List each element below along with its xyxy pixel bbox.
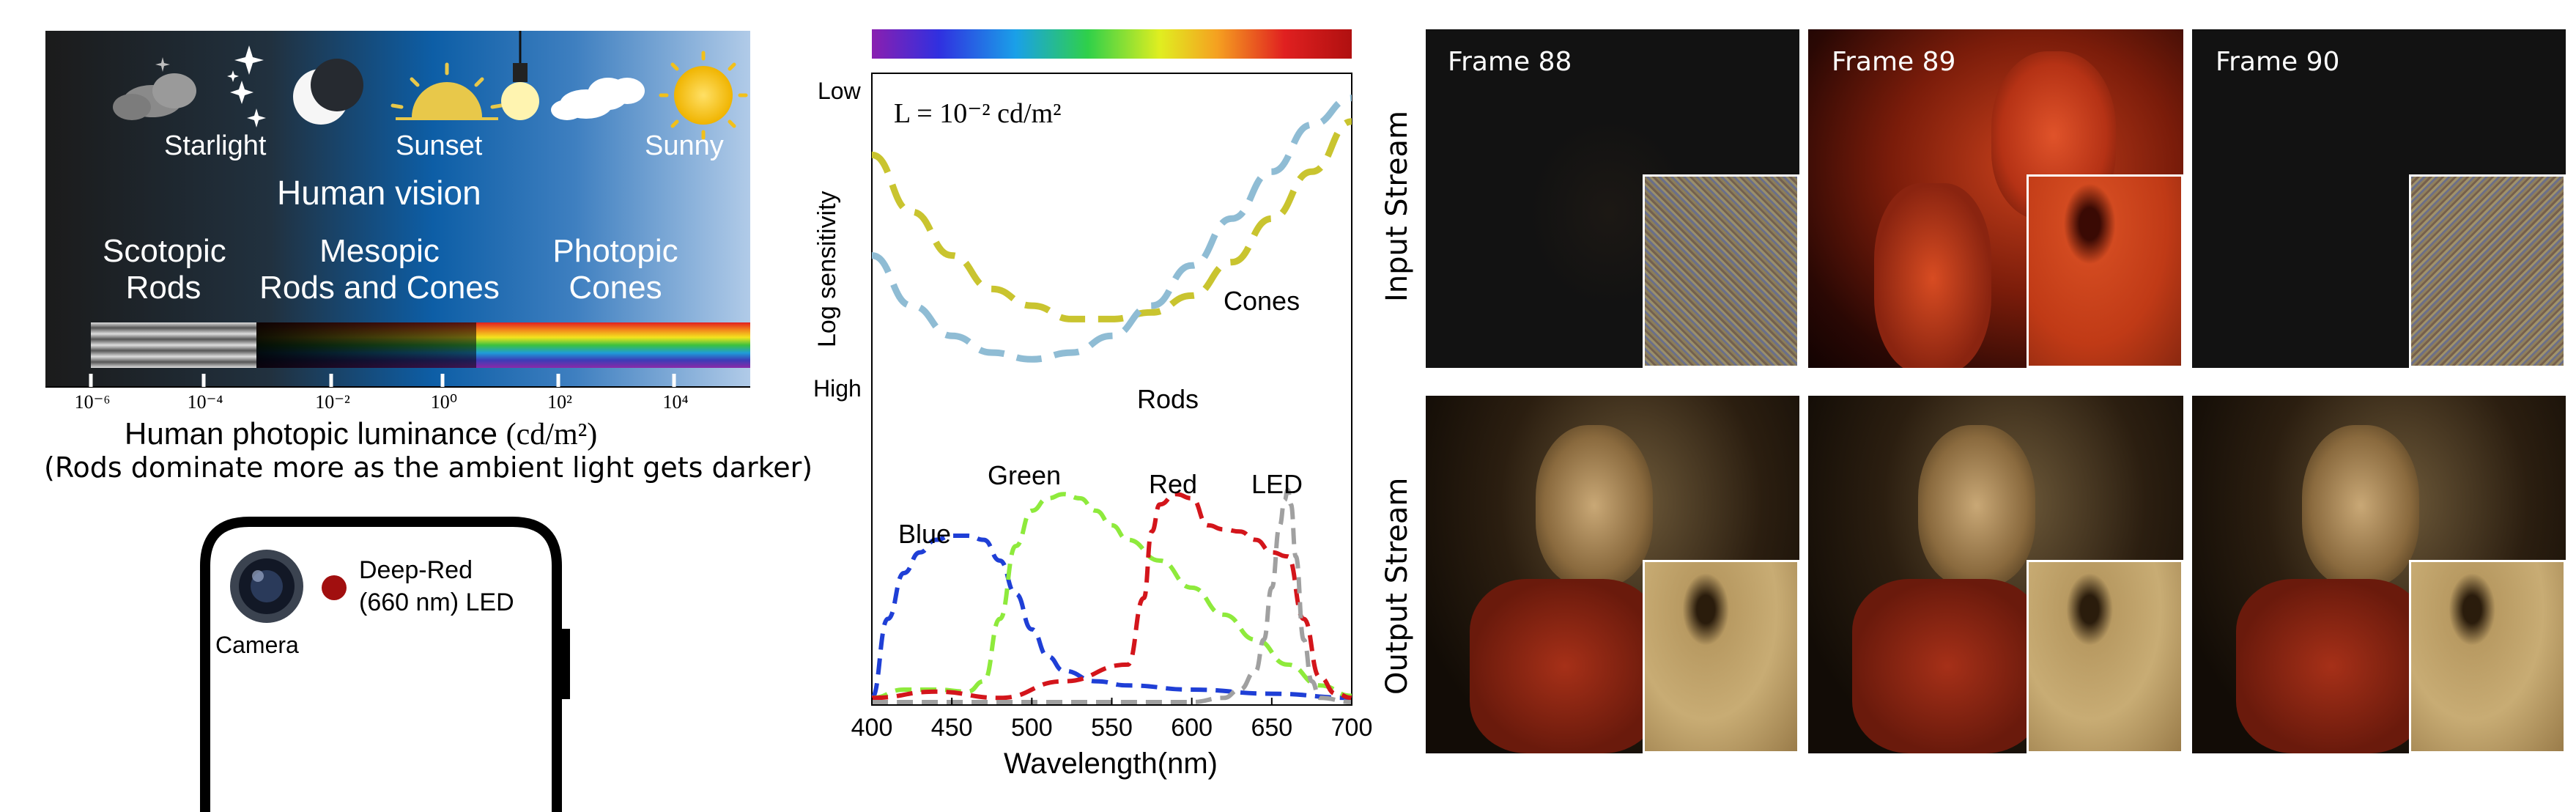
frame-89-label: Frame 89	[1832, 47, 1956, 77]
curve-blue	[870, 534, 1352, 701]
y-tick-low: Low	[818, 78, 861, 104]
tick-label: 10²	[547, 391, 572, 413]
face-shape	[1536, 425, 1653, 586]
curve-cones	[871, 118, 1352, 322]
wavelength-color-bar	[872, 29, 1352, 59]
human-vision-title: Human vision	[277, 174, 481, 212]
x-tick-label: 700	[1331, 714, 1373, 742]
sunny-label: Sunny	[645, 130, 724, 161]
led-icon	[322, 575, 347, 600]
eye-inset	[2027, 560, 2183, 753]
input-frame-88	[1426, 29, 1799, 368]
axis-label-text: Human photopic luminance	[125, 416, 497, 451]
led-label-line2: (660 nm) LED	[359, 588, 514, 616]
mesopic-name: Mesopic	[319, 233, 440, 269]
tick-label: 10⁴	[662, 391, 689, 413]
curve-rods	[871, 95, 1352, 363]
hand-shape	[1874, 183, 1991, 368]
green-label: Green	[988, 460, 1062, 490]
dark-cloud-icon	[113, 73, 196, 120]
tick-label: 10⁻⁴	[187, 391, 223, 413]
curve-green	[871, 492, 1352, 701]
rods-label: Rods	[1137, 384, 1199, 414]
output-stream-label: Output Stream	[1380, 477, 1414, 695]
eye-inset	[2027, 174, 2183, 368]
photopic-name: Photopic	[552, 233, 678, 269]
frames-panel: Input Stream Output Stream Frame 88 Fram…	[1377, 0, 2576, 812]
sunset-icon	[391, 62, 503, 120]
white-cloud-icon	[551, 78, 645, 120]
luminance-panel: Starlight Sunset Sunny Human vision Scot…	[0, 0, 813, 513]
x-tick-label: 500	[1011, 714, 1053, 742]
x-tick-label: 550	[1091, 714, 1133, 742]
luminance-diagram	[45, 31, 750, 388]
scarf-shape	[2236, 579, 2427, 753]
x-tick-label: 450	[931, 714, 973, 742]
eye-inset	[2409, 560, 2566, 753]
y-axis-label: Log sensitivity	[813, 191, 841, 347]
x-axis-label: Wavelength(nm)	[1004, 748, 1218, 780]
input-frame-90	[2192, 29, 2566, 368]
tick-label: 10⁻²	[315, 391, 350, 413]
input-frame-89	[1808, 29, 2183, 368]
led-label: Deep-Red (660 nm) LED	[359, 554, 514, 619]
face-shape	[2302, 425, 2419, 586]
luminance-ticks	[89, 374, 676, 387]
starlight-label: Starlight	[164, 130, 267, 161]
y-tick-high: High	[813, 375, 862, 402]
input-stream-label: Input Stream	[1380, 110, 1414, 302]
phone-illustration: Camera Deep-Red (660 nm) LED	[190, 513, 586, 812]
output-frame-90	[2192, 396, 2566, 753]
camera-label: Camera	[215, 632, 299, 658]
output-frame-88	[1426, 396, 1799, 753]
mesopic-label: Mesopic Rods and Cones	[255, 233, 504, 306]
x-tick-label: 650	[1251, 714, 1292, 742]
output-frame-89	[1808, 396, 2183, 753]
light-bulb-icon	[501, 31, 539, 120]
rods-note: (Rods dominate more as the ambient light…	[44, 451, 813, 484]
eye-inset	[1643, 560, 1799, 753]
noise-inset	[1643, 174, 1799, 368]
mesopic-sub: Rods and Cones	[259, 270, 500, 306]
cones-label: Cones	[1224, 286, 1300, 316]
sun-icon	[659, 51, 748, 140]
sunset-label: Sunset	[396, 130, 483, 161]
led-curve-label: LED	[1251, 469, 1303, 499]
noise-inset	[2409, 174, 2566, 368]
frame-90-label: Frame 90	[2216, 47, 2340, 77]
scotopic-label: Scotopic Rods	[103, 233, 226, 306]
luminance-annotation: L = 10⁻² cd/m²	[894, 98, 1062, 129]
blue-label: Blue	[898, 519, 952, 549]
moon-icon	[293, 59, 363, 125]
photopic-sub: Cones	[569, 270, 662, 306]
curve-led	[871, 487, 1352, 705]
scotopic-name: Scotopic	[103, 233, 226, 269]
scarf-shape	[1470, 579, 1660, 753]
scotopic-sub: Rods	[125, 270, 201, 306]
red-label: Red	[1149, 469, 1198, 499]
scarf-shape	[1852, 579, 2043, 753]
x-ticks: 400 450 500 550 600 650 700	[851, 698, 1373, 742]
spectral-chart-svg: 400 450 500 550 600 650 700	[851, 29, 1373, 742]
curves	[870, 95, 1352, 705]
spectrum-bar	[91, 322, 750, 368]
face-shape	[1918, 425, 2035, 586]
axis-label-unit: (cd/m²)	[506, 418, 598, 451]
tick-label: 10⁻⁶	[74, 391, 111, 413]
camera-icon	[230, 550, 303, 623]
frame-88-label: Frame 88	[1448, 47, 1572, 77]
luminance-axis-label: Human photopic luminance (cd/m²)	[125, 416, 597, 452]
x-tick-label: 600	[1171, 714, 1213, 742]
x-tick-label: 400	[851, 714, 893, 742]
led-label-line1: Deep-Red	[359, 556, 473, 584]
star-icon	[155, 45, 266, 128]
spectral-chart: 400 450 500 550 600 650 700 Low High Log sensi…	[791, 0, 1377, 812]
phone-outline	[200, 517, 570, 812]
tick-label: 10⁰	[430, 391, 458, 413]
photopic-label: Photopic Cones	[528, 233, 703, 306]
